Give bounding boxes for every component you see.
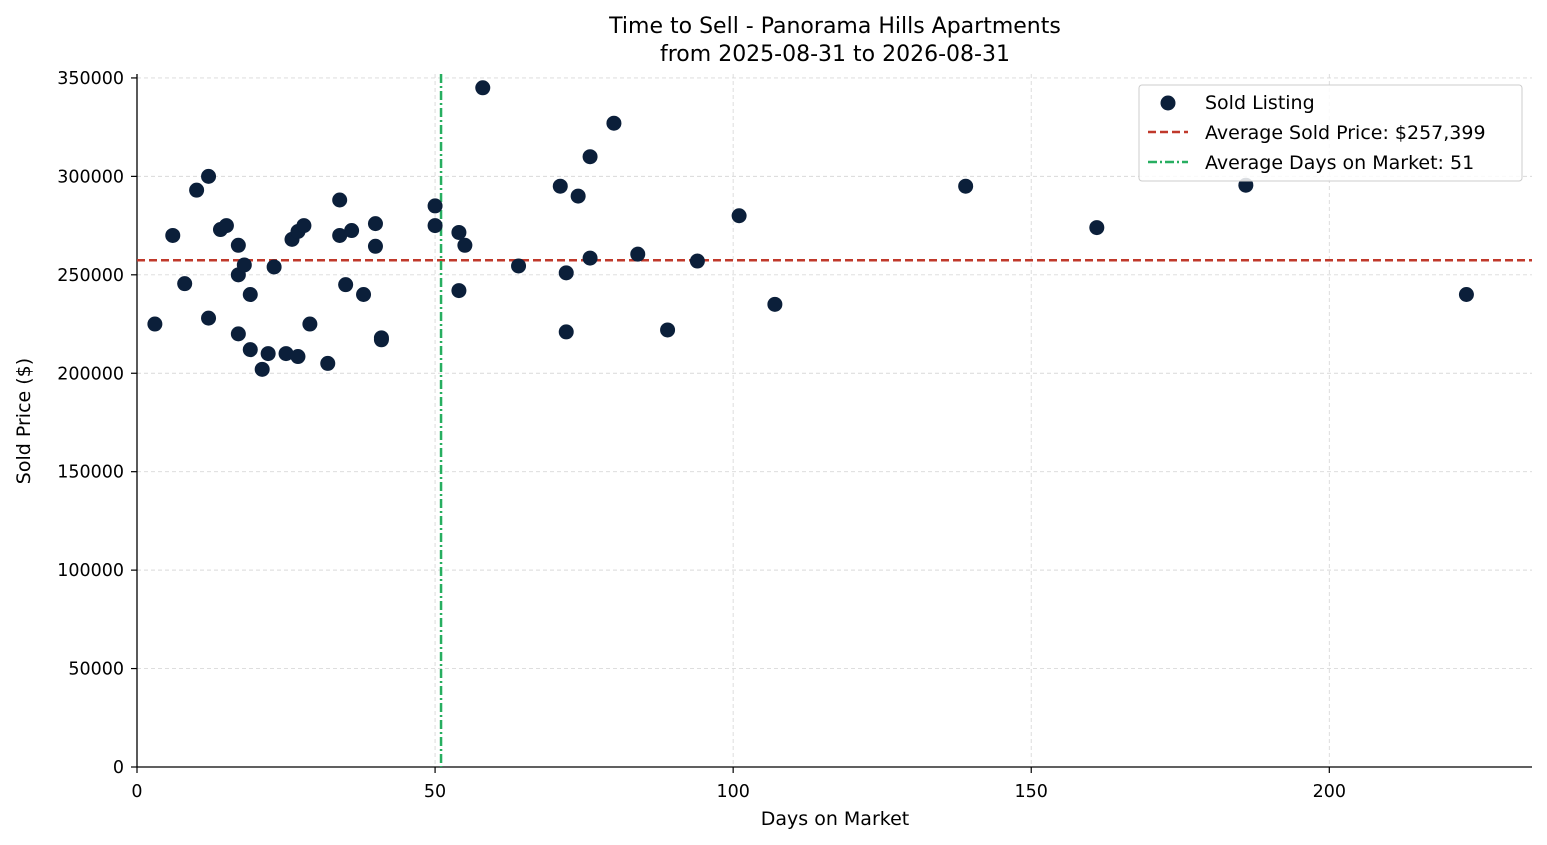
data-point [558,265,574,281]
y-tick-label: 150000 [57,463,124,483]
data-point [218,218,234,234]
data-points [147,80,1474,377]
data-point [475,80,491,96]
legend: Sold Listing Average Sold Price: $257,39… [1138,84,1523,182]
data-point [356,287,372,302]
data-point [332,192,348,208]
data-point [189,182,205,198]
y-axis-label: Sold Price ($) [13,358,35,484]
data-point [201,310,217,326]
y-tick-label: 100000 [57,561,124,581]
data-point [320,355,336,371]
data-point [451,224,467,240]
data-point [344,223,360,239]
data-point [451,283,467,299]
data-point [689,253,705,269]
data-point [338,277,354,293]
y-tick-label: 300000 [57,167,124,187]
y-tick-label: 350000 [57,69,124,89]
data-point [767,296,783,312]
data-point [332,227,348,243]
data-point [606,115,622,131]
data-point [630,246,646,262]
legend-label-sold-listing: Sold Listing [1205,92,1315,114]
y-tick-label: 250000 [57,266,124,286]
chart-subtitle: from 2025-08-31 to 2026-08-31 [660,42,1010,67]
x-axis-label: Days on Market [761,808,909,830]
data-point [296,218,312,234]
data-point [242,287,258,302]
data-point [230,326,246,342]
data-point [1458,287,1474,302]
data-point [266,259,282,275]
data-point [230,237,246,253]
data-point [278,346,294,362]
data-point [367,216,383,232]
data-point [427,218,443,234]
y-tick-label: 50000 [68,660,124,680]
data-point [958,178,974,194]
data-point [254,361,270,377]
data-point [367,238,383,254]
data-point [373,332,389,348]
data-point [242,342,258,358]
x-tick-label: 200 [1313,782,1346,802]
legend-marker-sold-listing [1160,95,1176,111]
data-point [457,237,473,253]
legend-label-average-days: Average Days on Market: 51 [1205,152,1474,174]
tick-labels: 0 50 100 150 200 0 50000 100000 150000 200000 2500… [57,69,1346,802]
data-point [427,198,443,214]
data-point [290,349,306,365]
x-tick-label: 50 [424,782,446,802]
data-point [558,324,574,340]
x-tick-label: 100 [716,782,749,802]
axes [131,74,1532,773]
data-point [165,227,181,243]
legend-label-average-price: Average Sold Price: $257,399 [1205,122,1486,144]
data-point [1089,220,1105,236]
data-point [582,250,598,266]
y-tick-label: 0 [113,758,124,778]
data-point [302,316,318,332]
chart-title: Time to Sell - Panorama Hills Apartments [608,14,1061,39]
data-point [511,258,527,274]
data-point [552,178,568,194]
data-point [582,149,598,165]
legend-box [1138,84,1523,182]
data-point [660,322,676,338]
data-point [570,188,586,204]
data-point [201,168,217,184]
x-tick-label: 0 [131,782,142,802]
y-tick-label: 200000 [57,364,124,384]
data-point [731,208,747,224]
data-point [236,257,252,273]
reference-lines [137,74,1532,767]
data-point [147,316,163,332]
data-point [177,276,193,292]
x-tick-label: 150 [1015,782,1048,802]
data-point [260,346,276,362]
